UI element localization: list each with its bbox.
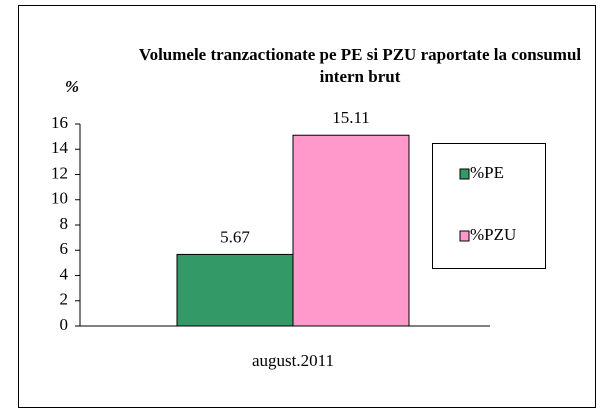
y-tick-label: 6 <box>60 239 69 258</box>
bar <box>292 134 410 327</box>
y-tick-label: 8 <box>60 214 69 233</box>
x-tick-label: august.2011 <box>252 351 334 370</box>
value-label: 15.11 <box>332 108 370 127</box>
chart-title: Volumele tranzactionate pe PE si PZU rap… <box>138 45 582 86</box>
legend-swatch <box>459 168 470 180</box>
y-tick-label: 0 <box>60 315 69 334</box>
y-tick-label: 12 <box>51 163 68 182</box>
legend-box <box>432 143 546 269</box>
chart-border <box>18 5 596 408</box>
value-label: 5.67 <box>220 227 250 246</box>
bar <box>176 253 294 327</box>
legend-swatch <box>459 230 470 242</box>
y-tick-label: 16 <box>51 113 68 132</box>
y-tick-label: 4 <box>60 264 69 283</box>
legend-label: %PZU <box>470 225 516 244</box>
y-axis-label: % <box>65 77 79 96</box>
legend-label: %PE <box>470 163 504 182</box>
y-tick-label: 14 <box>51 138 69 157</box>
y-tick-label: 10 <box>51 189 68 208</box>
y-tick-label: 2 <box>60 290 69 309</box>
